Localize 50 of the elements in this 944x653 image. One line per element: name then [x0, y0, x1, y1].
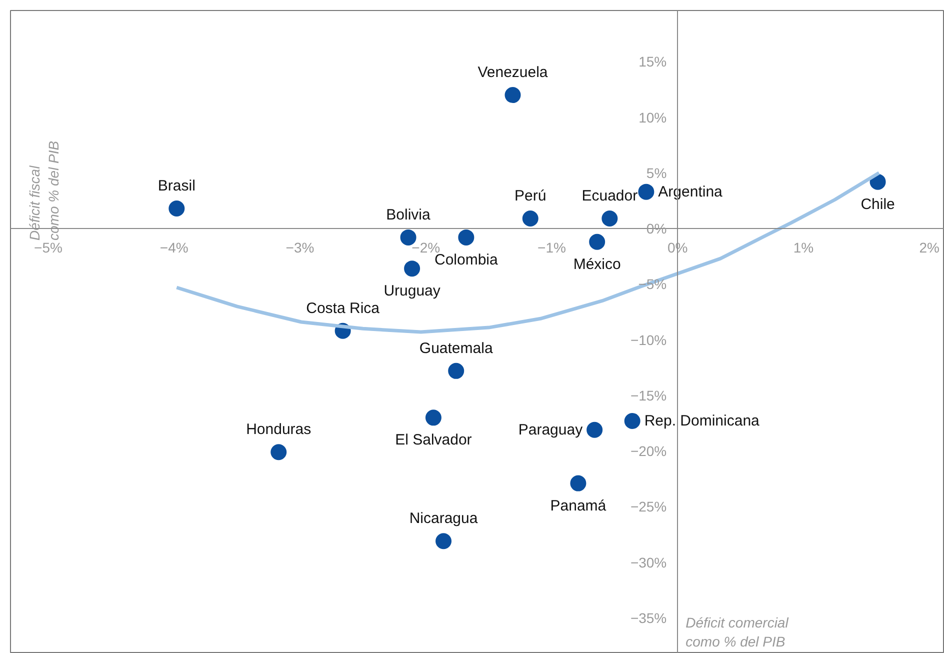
annotation: Rep. Dominicana [644, 412, 760, 430]
y-tick-label: −35% [630, 610, 667, 626]
point [589, 234, 606, 250]
point [570, 475, 586, 492]
point [624, 413, 640, 429]
point [602, 210, 618, 227]
y-tick-label: 10% [638, 109, 667, 126]
y-tick-label: 5% [646, 164, 667, 181]
annotation: Costa Rica [306, 300, 380, 317]
point [458, 229, 474, 246]
annotation: Venezuela [478, 64, 548, 82]
annotation: Ecuador [582, 188, 638, 205]
annotation: Honduras [246, 421, 312, 438]
x-tick-label: 1% [793, 240, 814, 256]
point [504, 87, 521, 104]
x-tick-label: −1% [538, 240, 566, 256]
x-tick-label: −3% [286, 240, 314, 256]
point [638, 184, 654, 200]
annotation: Bolivia [386, 206, 432, 224]
annotation: Paraguay [518, 421, 584, 438]
annotation: Uruguay [384, 282, 441, 300]
y-tick-label: −20% [630, 443, 667, 460]
annotation: El Salvador [395, 432, 472, 449]
x-tick-label: −4% [160, 240, 188, 256]
annotation: Brasil [158, 178, 196, 195]
point [448, 362, 464, 379]
y-tick-label: 15% [638, 54, 667, 70]
annotation: Guatemala [419, 340, 494, 357]
x-axis-title: Déficit comercial como % del PIB [686, 614, 790, 650]
annotation: Argentina [658, 183, 724, 200]
y-tick-label: −10% [630, 332, 667, 348]
point [522, 210, 538, 227]
point [425, 410, 442, 426]
y-axis-title: Déficit fiscal como % del PIB [26, 140, 62, 240]
point [436, 533, 452, 550]
annotation: Chile [860, 196, 895, 213]
x-tick-label: −5% [34, 240, 62, 256]
point [404, 260, 420, 277]
y-tick-label: −15% [630, 387, 667, 404]
y-tick-label: −30% [630, 554, 667, 570]
y-tick-label: −25% [630, 498, 667, 515]
point [270, 444, 287, 460]
annotation: Nicaragua [409, 510, 478, 528]
point [586, 422, 603, 438]
x-tick-label: 2% [919, 240, 940, 256]
annotation: Colombia [434, 251, 499, 268]
annotation: México [573, 256, 621, 273]
point [168, 200, 185, 217]
annotation: Panamá [550, 497, 607, 514]
annotation: Perú [514, 188, 546, 205]
